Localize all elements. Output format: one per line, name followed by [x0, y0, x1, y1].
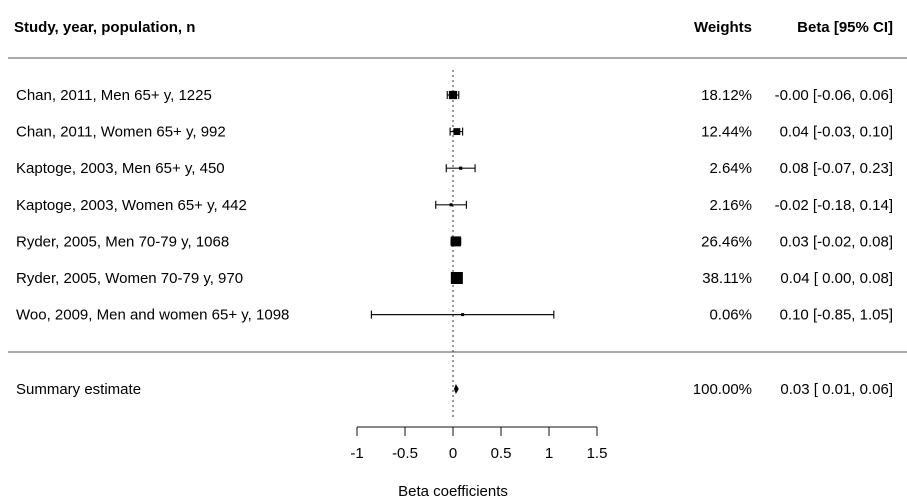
weight-value: 12.44% [701, 124, 752, 141]
study-label: Kaptoge, 2003, Men 65+ y, 450 [16, 160, 225, 177]
point-estimate [449, 203, 453, 207]
study-row: Ryder, 2005, Men 70-79 y, 1068 26.46% 0.03… [16, 233, 893, 250]
x-tick-label: 1.5 [587, 445, 608, 462]
x-tick-label: -1 [350, 445, 363, 462]
x-tick-label: -0.5 [392, 445, 418, 462]
study-label: Woo, 2009, Men and women 65+ y, 1098 [16, 307, 289, 324]
study-label: Ryder, 2005, Men 70-79 y, 1068 [16, 233, 229, 250]
beta-ci-value: 0.03 [-0.02, 0.08] [780, 233, 893, 250]
study-label: Ryder, 2005, Women 70-79 y, 970 [16, 270, 243, 287]
point-estimate [448, 90, 458, 100]
weight-value: 0.06% [709, 307, 752, 324]
beta-ci-value: -0.02 [-0.18, 0.14] [775, 197, 893, 214]
weight-value: 38.11% [702, 270, 752, 287]
study-row: Kaptoge, 2003, Men 65+ y, 450 2.64% 0.08 [… [16, 160, 893, 177]
point-estimate [459, 166, 463, 170]
x-tick-label: 0 [449, 445, 457, 462]
weight-value: 26.46% [701, 233, 752, 250]
study-row: Kaptoge, 2003, Women 65+ y, 442 2.16% -0.0… [16, 197, 893, 214]
point-estimate [453, 128, 461, 136]
study-label: Chan, 2011, Women 65+ y, 992 [16, 124, 226, 141]
study-label: Chan, 2011, Men 65+ y, 1225 [16, 87, 212, 104]
x-tick-label: 1 [545, 445, 553, 462]
study-row: Chan, 2011, Women 65+ y, 992 12.44% 0.04 [… [16, 124, 893, 141]
weight-value: 2.64% [709, 160, 752, 177]
weight-value: 18.12% [701, 87, 752, 104]
point-estimate [450, 236, 461, 247]
point-estimate [450, 272, 463, 284]
point-estimate [461, 313, 465, 317]
study-row: Chan, 2011, Men 65+ y, 1225 18.12% -0.00 [… [16, 87, 893, 104]
beta-ci-value: 0.10 [-0.85, 1.05] [780, 307, 893, 324]
weight-value: 2.16% [709, 197, 752, 214]
header-study: Study, year, population, n [14, 19, 195, 36]
summary-beta-ci: 0.03 [ 0.01, 0.06] [780, 381, 893, 398]
beta-ci-value: 0.04 [ 0.00, 0.08] [780, 270, 893, 287]
x-axis-label: Beta coefficients [398, 483, 508, 500]
beta-ci-value: 0.04 [-0.03, 0.10] [780, 124, 893, 141]
study-row: Woo, 2009, Men and women 65+ y, 1098 0.06… [16, 307, 893, 324]
summary-diamond [453, 384, 459, 394]
beta-ci-value: 0.08 [-0.07, 0.23] [780, 160, 893, 177]
summary-weight: 100.00% [693, 381, 752, 398]
x-tick-label: 0.5 [491, 445, 512, 462]
beta-ci-value: -0.00 [-0.06, 0.06] [775, 87, 893, 104]
x-axis: -1 -0.5 0 0.5 1 1.5 [350, 426, 608, 462]
summary-label: Summary estimate [16, 381, 141, 398]
study-row: Ryder, 2005, Women 70-79 y, 970 38.11% 0.0… [16, 270, 893, 287]
header-weights: Weights [694, 19, 752, 36]
study-label: Kaptoge, 2003, Women 65+ y, 442 [16, 197, 247, 214]
header-beta: Beta [95% CI] [797, 19, 893, 36]
